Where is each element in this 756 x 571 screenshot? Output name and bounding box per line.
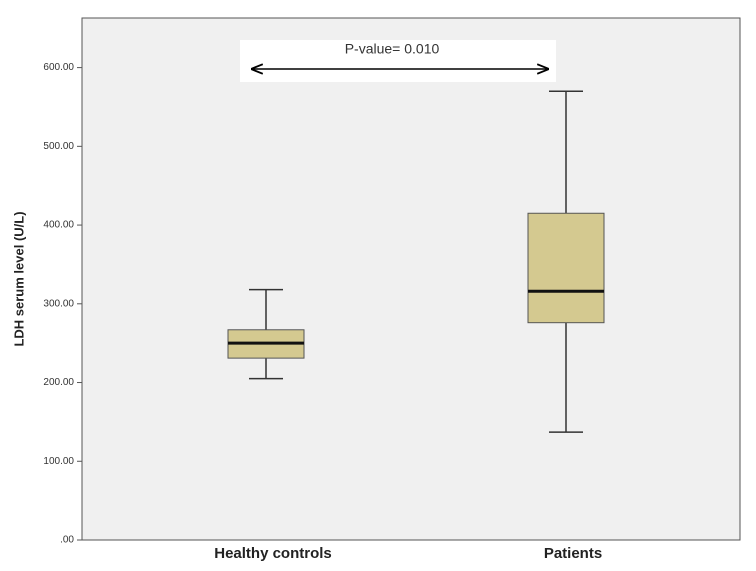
box (527, 212, 605, 324)
y-axis-label: LDH serum level (U/L) (11, 211, 26, 346)
plot-area (81, 17, 741, 541)
y-tick-label: 200.00 (43, 377, 74, 388)
y-tick-label: 300.00 (43, 298, 74, 309)
annotation: P-value= 0.010 (345, 41, 440, 57)
x-tick-label: Healthy controls (214, 545, 332, 562)
y-tick-label: .00 (60, 535, 74, 546)
y-tick-label: 500.00 (43, 141, 74, 152)
annotation-box (240, 40, 556, 82)
y-tick-label: 100.00 (43, 456, 74, 467)
y-tick-label: 400.00 (43, 220, 74, 231)
y-tick-label: 600.00 (43, 62, 74, 73)
x-tick-label: Patients (544, 545, 602, 562)
